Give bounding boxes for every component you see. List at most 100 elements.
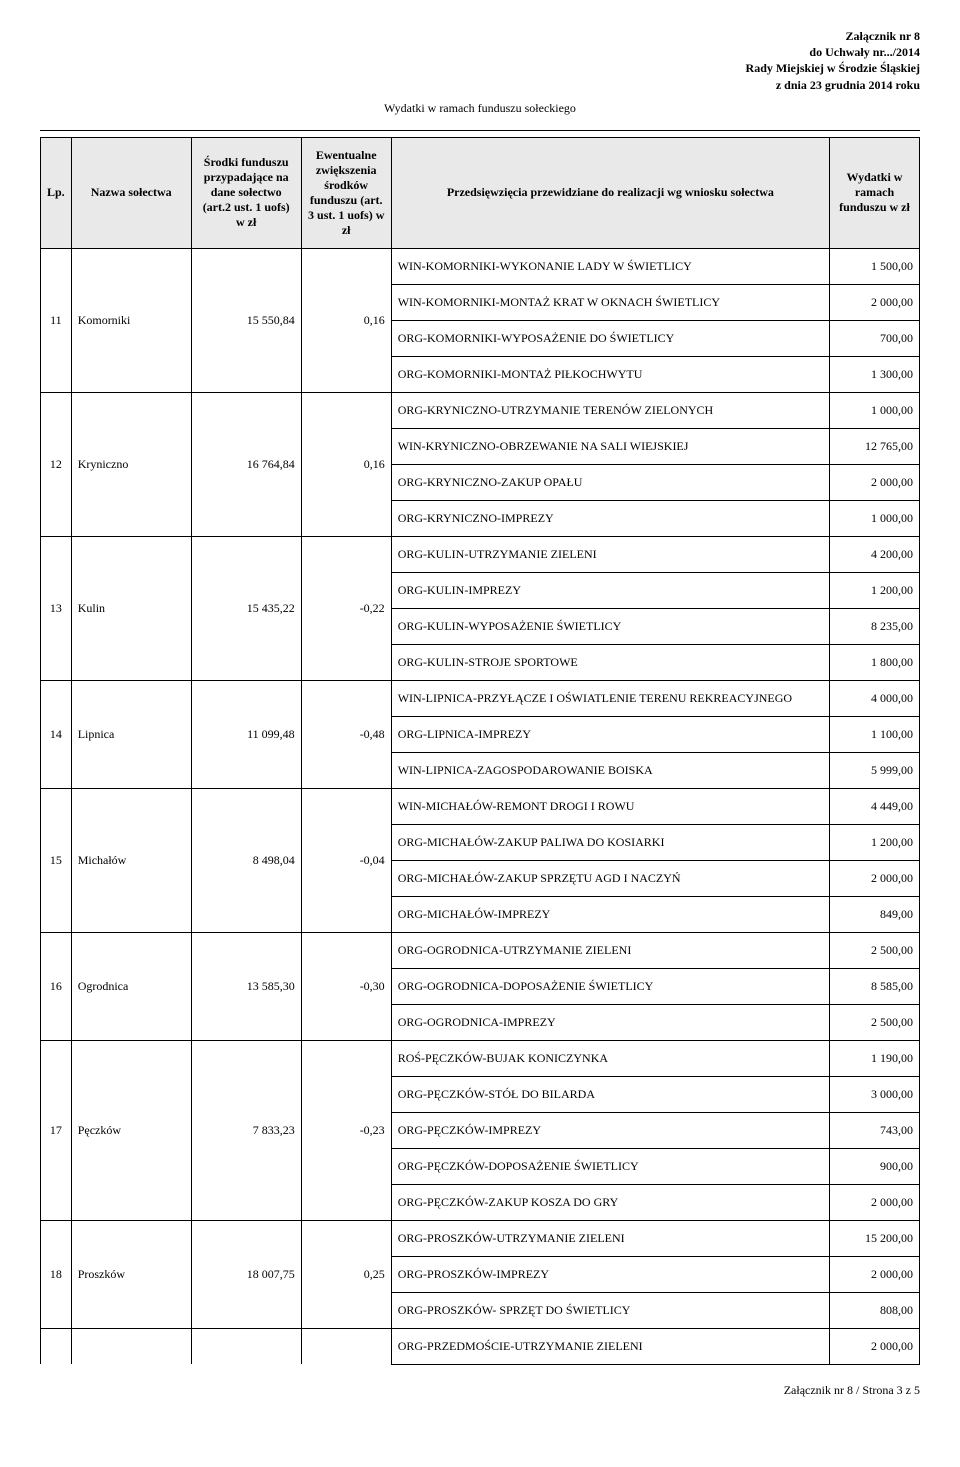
cell-value: 849,00 [830, 896, 920, 932]
cell-lp: 16 [41, 932, 72, 1040]
cell-empty [41, 1328, 72, 1364]
cell-ratio: -0,04 [301, 788, 391, 932]
cell-desc: ORG-OGRODNICA-UTRZYMANIE ZIELENI [391, 932, 829, 968]
table-row: 12Kryniczno16 764,840,16ORG-KRYNICZNO-UT… [41, 392, 920, 428]
cell-value: 700,00 [830, 320, 920, 356]
cell-amount: 15 550,84 [191, 248, 301, 392]
page-footer: Załącznik nr 8 / Strona 3 z 5 [40, 1383, 920, 1398]
table-row: 14Lipnica11 099,48-0,48WIN-LIPNICA-PRZYŁ… [41, 680, 920, 716]
col-amount: Środki funduszu przypadające na dane soł… [191, 137, 301, 248]
cell-name: Proszków [71, 1220, 191, 1328]
cell-desc: ORG-OGRODNICA-DOPOSAŻENIE ŚWIETLICY [391, 968, 829, 1004]
cell-value: 1 800,00 [830, 644, 920, 680]
document-header: Załącznik nr 8 do Uchwały nr.../2014 Rad… [40, 28, 920, 93]
table-row: ORG-PRZEDMOŚCIE-UTRZYMANIE ZIELENI2 000,… [41, 1328, 920, 1364]
cell-desc: ORG-PĘCZKÓW-ZAKUP KOSZA DO GRY [391, 1184, 829, 1220]
cell-value: 2 000,00 [830, 860, 920, 896]
cell-value: 5 999,00 [830, 752, 920, 788]
cell-amount: 18 007,75 [191, 1220, 301, 1328]
cell-value: 2 500,00 [830, 932, 920, 968]
cell-ratio: -0,22 [301, 536, 391, 680]
cell-desc: ORG-KULIN-WYPOSAŻENIE ŚWIETLICY [391, 608, 829, 644]
cell-empty [191, 1328, 301, 1364]
attachment-line: Załącznik nr 8 [40, 28, 920, 44]
cell-desc: ORG-KULIN-IMPREZY [391, 572, 829, 608]
cell-lp: 17 [41, 1040, 72, 1220]
resolution-line: do Uchwały nr.../2014 [40, 44, 920, 60]
cell-name: Komorniki [71, 248, 191, 392]
col-lp: Lp. [41, 137, 72, 248]
divider-top [40, 130, 920, 131]
cell-ratio: 0,16 [301, 392, 391, 536]
cell-value: 1 000,00 [830, 500, 920, 536]
table-row: 11Komorniki15 550,840,16WIN-KOMORNIKI-WY… [41, 248, 920, 284]
cell-amount: 13 585,30 [191, 932, 301, 1040]
cell-amount: 7 833,23 [191, 1040, 301, 1220]
cell-lp: 18 [41, 1220, 72, 1328]
cell-desc: ORG-KOMORNIKI-MONTAŻ PIŁKOCHWYTU [391, 356, 829, 392]
cell-desc: ORG-PĘCZKÓW-DOPOSAŻENIE ŚWIETLICY [391, 1148, 829, 1184]
table-row: 15Michałów8 498,04-0,04WIN-MICHAŁÓW-REMO… [41, 788, 920, 824]
cell-name: Lipnica [71, 680, 191, 788]
document-title: Wydatki w ramach funduszu sołeckiego [40, 101, 920, 116]
cell-desc: ORG-PRZEDMOŚCIE-UTRZYMANIE ZIELENI [391, 1328, 829, 1364]
cell-value: 1 200,00 [830, 824, 920, 860]
cell-desc: ORG-KOMORNIKI-WYPOSAŻENIE DO ŚWIETLICY [391, 320, 829, 356]
cell-value: 743,00 [830, 1112, 920, 1148]
cell-desc: ORG-MICHAŁÓW-IMPREZY [391, 896, 829, 932]
expenditures-table: Lp. Nazwa sołectwa Środki funduszu przyp… [40, 137, 920, 1365]
cell-desc: ORG-PROSZKÓW-IMPREZY [391, 1256, 829, 1292]
cell-desc: ORG-PĘCZKÓW-IMPREZY [391, 1112, 829, 1148]
cell-value: 900,00 [830, 1148, 920, 1184]
cell-value: 1 500,00 [830, 248, 920, 284]
cell-desc: ORG-MICHAŁÓW-ZAKUP SPRZĘTU AGD I NACZYŃ [391, 860, 829, 896]
cell-desc: ORG-KRYNICZNO-IMPREZY [391, 500, 829, 536]
cell-value: 2 000,00 [830, 464, 920, 500]
cell-desc: ORG-MICHAŁÓW-ZAKUP PALIWA DO KOSIARKI [391, 824, 829, 860]
cell-desc: ROŚ-PĘCZKÓW-BUJAK KONICZYNKA [391, 1040, 829, 1076]
cell-value: 2 000,00 [830, 284, 920, 320]
cell-name: Michałów [71, 788, 191, 932]
cell-value: 4 449,00 [830, 788, 920, 824]
cell-value: 3 000,00 [830, 1076, 920, 1112]
cell-ratio: -0,30 [301, 932, 391, 1040]
cell-desc: WIN-MICHAŁÓW-REMONT DROGI I ROWU [391, 788, 829, 824]
cell-empty [301, 1328, 391, 1364]
cell-value: 808,00 [830, 1292, 920, 1328]
cell-desc: ORG-OGRODNICA-IMPREZY [391, 1004, 829, 1040]
cell-amount: 16 764,84 [191, 392, 301, 536]
cell-lp: 13 [41, 536, 72, 680]
cell-desc: ORG-LIPNICA-IMPREZY [391, 716, 829, 752]
cell-lp: 11 [41, 248, 72, 392]
cell-value: 4 200,00 [830, 536, 920, 572]
cell-value: 2 000,00 [830, 1328, 920, 1364]
cell-desc: WIN-LIPNICA-ZAGOSPODAROWANIE BOISKA [391, 752, 829, 788]
cell-lp: 15 [41, 788, 72, 932]
cell-value: 2 500,00 [830, 1004, 920, 1040]
cell-ratio: -0,23 [301, 1040, 391, 1220]
cell-desc: WIN-LIPNICA-PRZYŁĄCZE I OŚWIATLENIE TERE… [391, 680, 829, 716]
cell-lp: 12 [41, 392, 72, 536]
cell-name: Ogrodnica [71, 932, 191, 1040]
cell-empty [71, 1328, 191, 1364]
cell-value: 2 000,00 [830, 1184, 920, 1220]
cell-ratio: -0,48 [301, 680, 391, 788]
cell-desc: WIN-KRYNICZNO-OBRZEWANIE NA SALI WIEJSKI… [391, 428, 829, 464]
cell-value: 12 765,00 [830, 428, 920, 464]
cell-name: Kryniczno [71, 392, 191, 536]
cell-value: 1 200,00 [830, 572, 920, 608]
cell-ratio: 0,16 [301, 248, 391, 392]
cell-name: Kulin [71, 536, 191, 680]
cell-desc: ORG-PROSZKÓW-UTRZYMANIE ZIELENI [391, 1220, 829, 1256]
cell-desc: ORG-PĘCZKÓW-STÓŁ DO BILARDA [391, 1076, 829, 1112]
cell-name: Pęczków [71, 1040, 191, 1220]
cell-desc: ORG-KRYNICZNO-ZAKUP OPAŁU [391, 464, 829, 500]
cell-amount: 11 099,48 [191, 680, 301, 788]
cell-lp: 14 [41, 680, 72, 788]
table-row: 18Proszków18 007,750,25ORG-PROSZKÓW-UTRZ… [41, 1220, 920, 1256]
cell-desc: ORG-KULIN-STROJE SPORTOWE [391, 644, 829, 680]
cell-value: 1 300,00 [830, 356, 920, 392]
cell-value: 15 200,00 [830, 1220, 920, 1256]
cell-value: 1 190,00 [830, 1040, 920, 1076]
cell-ratio: 0,25 [301, 1220, 391, 1328]
